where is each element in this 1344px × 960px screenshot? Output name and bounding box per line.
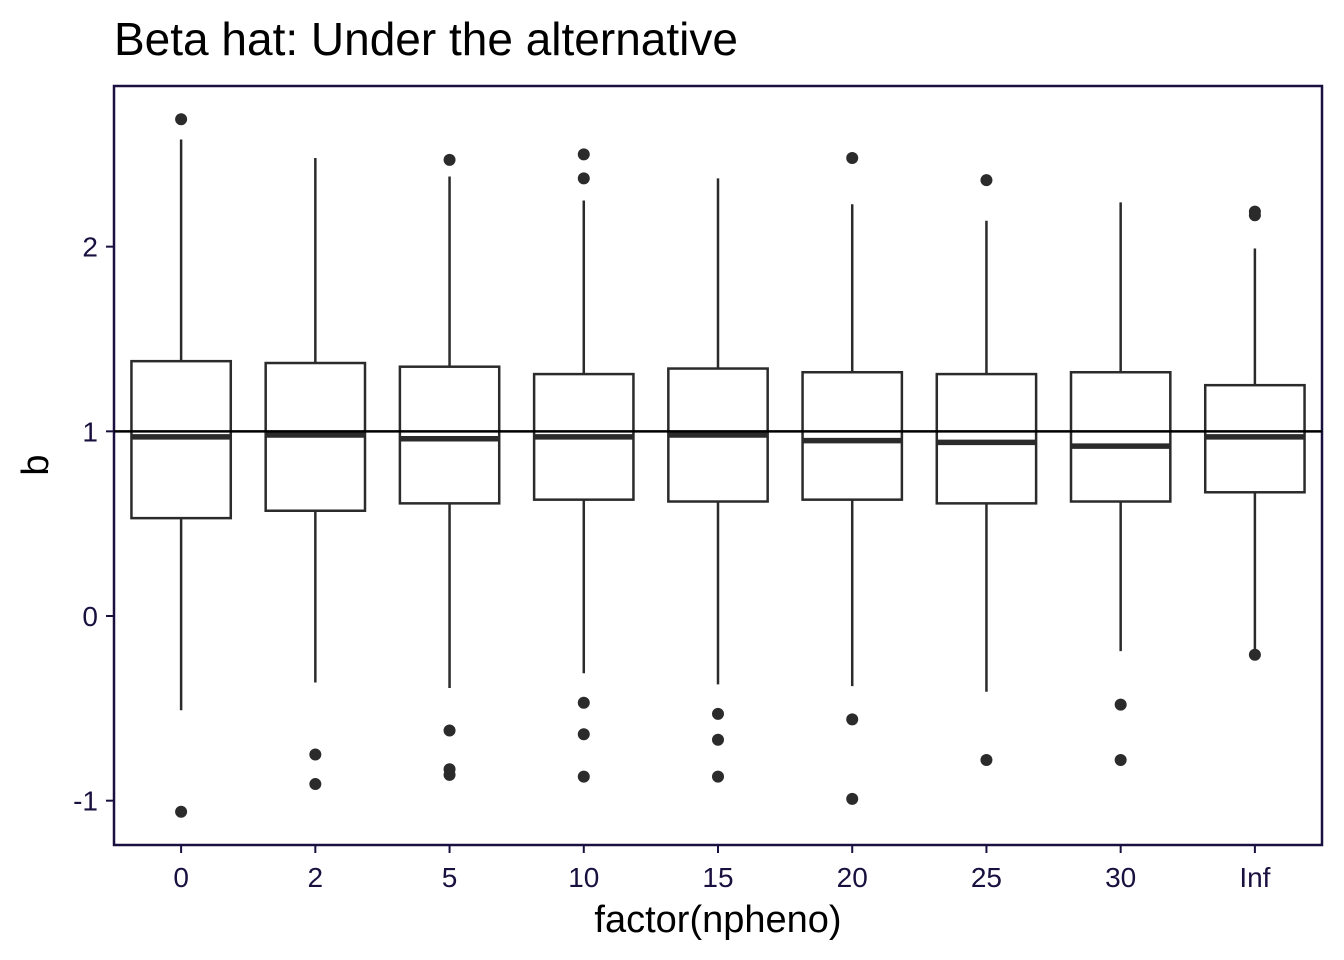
x-tick-label: 5 — [442, 862, 458, 893]
box — [935, 372, 1038, 505]
box — [398, 365, 501, 505]
outlier-point — [1248, 209, 1261, 222]
x-axis-label: factor(npheno) — [594, 899, 841, 941]
outlier-point — [1248, 648, 1261, 661]
plot-marks — [112, 84, 1324, 847]
box — [1069, 370, 1172, 503]
x-tick-label: 0 — [173, 862, 189, 893]
outlier-point — [980, 754, 993, 767]
y-axis-label: b — [15, 454, 57, 475]
x-tick-label: 20 — [837, 862, 868, 893]
outlier-point — [309, 748, 322, 761]
outlier-point — [712, 707, 724, 720]
outlier-point — [577, 172, 590, 185]
outlier-point — [1114, 698, 1127, 711]
outlier-point — [443, 724, 456, 737]
outlier-point — [712, 733, 724, 746]
outlier-point — [1114, 754, 1127, 767]
box — [130, 359, 233, 520]
outlier-point — [980, 174, 993, 187]
y-tick-label: -1 — [73, 786, 98, 817]
x-tick-label: Inf — [1239, 862, 1270, 893]
y-tick-label: 2 — [82, 232, 98, 263]
x-tick-label: 2 — [308, 862, 324, 893]
outlier-point — [846, 792, 859, 805]
outlier-point — [577, 696, 590, 709]
box — [801, 370, 904, 501]
outlier-point — [175, 805, 188, 818]
outlier-point — [175, 113, 188, 126]
y-tick-label: 1 — [82, 416, 98, 447]
x-tick-label: 30 — [1105, 862, 1136, 893]
outlier-point — [309, 778, 322, 791]
outlier-point — [846, 152, 859, 165]
x-tick-label: 10 — [568, 862, 599, 893]
outlier-point — [443, 153, 456, 166]
chart-title: Beta hat: Under the alternative — [114, 13, 738, 65]
outlier-point — [577, 728, 590, 741]
y-tick-label: 0 — [82, 601, 98, 632]
outlier-point — [712, 770, 724, 783]
x-tick-label: 15 — [702, 862, 733, 893]
x-tick-label: 25 — [971, 862, 1002, 893]
outlier-point — [577, 770, 590, 783]
outlier-point — [443, 768, 456, 781]
outlier-point — [577, 148, 590, 161]
outlier-point — [846, 713, 859, 726]
